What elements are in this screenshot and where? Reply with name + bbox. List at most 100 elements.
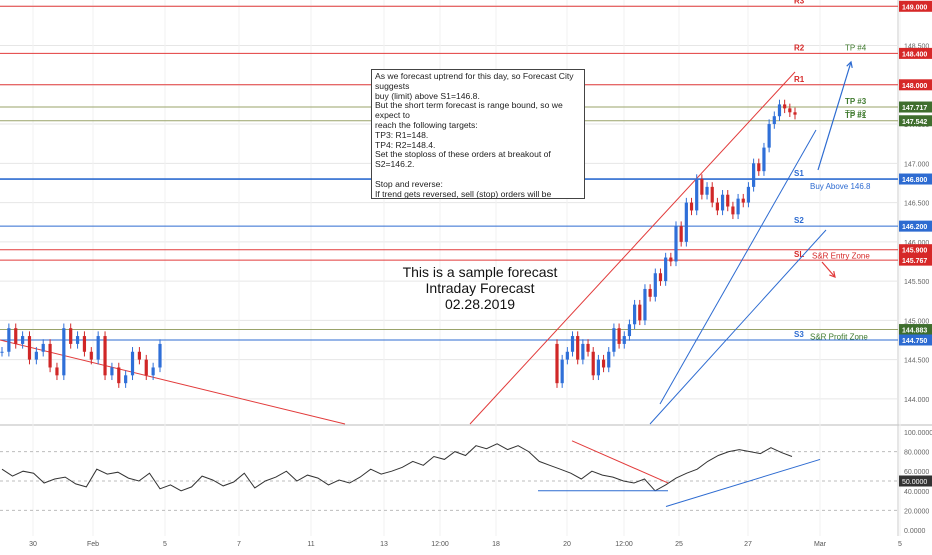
- candle-body: [586, 343, 590, 352]
- rsi-tick-label: 20.0000: [904, 508, 929, 515]
- level-price-label: 147.717: [902, 105, 927, 112]
- candle-body: [34, 351, 38, 360]
- candle-body: [664, 257, 668, 282]
- candle-body: [151, 367, 155, 376]
- candle-body: [752, 163, 756, 187]
- candle-body: [689, 202, 694, 211]
- candle-body: [772, 116, 776, 125]
- level-marker: SL: [794, 250, 804, 259]
- price-tick-label: 147.000: [904, 161, 929, 168]
- title-line-2: Intraday Forecast: [425, 280, 535, 296]
- level-price-badge: [899, 115, 932, 127]
- candle-body: [658, 273, 663, 282]
- annotation-tp2: TP #2: [845, 109, 867, 118]
- candle-body: [627, 324, 632, 337]
- candle-body: [601, 359, 606, 368]
- level-price-badge: [899, 0, 932, 12]
- candle-body: [783, 104, 787, 109]
- time-tick-label: 7: [237, 541, 241, 548]
- rsi-line: [1, 443, 793, 492]
- sell-arrow: [821, 261, 836, 278]
- candle-body: [695, 179, 699, 211]
- candle-body: [55, 367, 59, 376]
- candle-body: [710, 186, 714, 203]
- title-line-1: This is a sample forecast: [402, 264, 558, 280]
- candle-body: [741, 198, 745, 203]
- candle-body: [117, 367, 121, 384]
- note-line: buy (limit) above S1=146.8.: [375, 90, 480, 101]
- candle-body: [7, 328, 11, 352]
- level-price-label: 144.750: [902, 338, 927, 345]
- price-tick-label: 145.000: [904, 318, 929, 325]
- rsi-tick-label: 60.0000: [904, 469, 929, 476]
- buy-arrow-head: [846, 60, 853, 68]
- candle-body: [0, 351, 4, 353]
- level-price-label: 147.542: [902, 119, 927, 126]
- candle-body: [612, 328, 616, 352]
- level-marker: S2: [794, 216, 804, 225]
- candle-body: [746, 186, 751, 203]
- level-price-badge: [899, 173, 932, 185]
- time-tick-label: 25: [675, 541, 683, 548]
- candle-body: [715, 202, 719, 211]
- level-marker: S1: [794, 169, 804, 178]
- level-price-label: 146.800: [902, 177, 927, 184]
- candle-body: [27, 336, 32, 360]
- level-price-badge: [899, 254, 932, 266]
- forecast-note: As we forecast uptrend for this day, so …: [371, 69, 585, 199]
- time-tick-label: 12:00: [615, 541, 633, 548]
- level-price-label: 149.000: [902, 4, 927, 11]
- candle-body: [560, 359, 564, 384]
- chart-title: This is a sample forecast Intraday Forec…: [380, 264, 580, 312]
- time-tick-label: 11: [307, 541, 314, 548]
- rsi-up-trendline: [665, 458, 821, 507]
- price-tick-label: 146.500: [904, 201, 929, 208]
- candle-body: [62, 328, 66, 376]
- candle-body: [731, 206, 735, 215]
- rsi-down-trendline: [571, 440, 669, 484]
- level-price-badge: [899, 324, 932, 336]
- candle-body: [705, 186, 709, 195]
- candle-body: [75, 336, 80, 344]
- price-tick-label: 145.500: [904, 279, 929, 286]
- candle-body: [570, 336, 575, 352]
- candle-body: [674, 226, 678, 262]
- time-tick-label: 20: [563, 541, 571, 548]
- time-tick-label: 12:00: [431, 541, 449, 548]
- price-tick-label: 144.500: [904, 358, 929, 365]
- candle-body: [648, 288, 652, 297]
- sell-arrow-head: [829, 271, 836, 278]
- support-line-outer: [649, 229, 827, 425]
- candle-body: [89, 351, 93, 360]
- candle-body: [144, 359, 148, 376]
- level-marker: TP #1: [845, 111, 867, 120]
- note-line: But the short term forecast is range bou…: [375, 100, 566, 121]
- candle-body: [110, 367, 114, 376]
- level-price-label: 146.200: [902, 224, 927, 231]
- candle-body: [565, 351, 569, 360]
- note-line: reach the following targets:: [375, 119, 478, 130]
- candle-body: [581, 343, 585, 360]
- candle-body: [669, 257, 673, 262]
- level-price-label: 145.900: [902, 248, 927, 255]
- note-line: As we forecast uptrend for this day, so …: [375, 71, 576, 91]
- candle-body: [720, 194, 725, 211]
- note-line: Set the stoploss of these orders at brea…: [375, 149, 554, 170]
- candle-body: [124, 375, 128, 384]
- candle-body: [736, 198, 740, 215]
- candle-body: [700, 179, 704, 195]
- buy-arrow: [817, 61, 852, 171]
- price-tick-label: 144.000: [904, 397, 929, 404]
- level-price-badge: [899, 101, 932, 113]
- level-price-badge: [899, 47, 932, 59]
- candle-body: [638, 304, 642, 321]
- note-line: TP4: R2=148.4.: [375, 139, 436, 150]
- level-marker: S3: [794, 330, 804, 339]
- candle-body: [596, 359, 600, 376]
- candle-body: [555, 343, 559, 384]
- level-price-badge: [899, 79, 932, 91]
- candle-body: [130, 351, 135, 376]
- time-tick-label: 5: [898, 541, 902, 548]
- candle-body: [757, 163, 761, 172]
- time-tick-label: 27: [744, 541, 752, 548]
